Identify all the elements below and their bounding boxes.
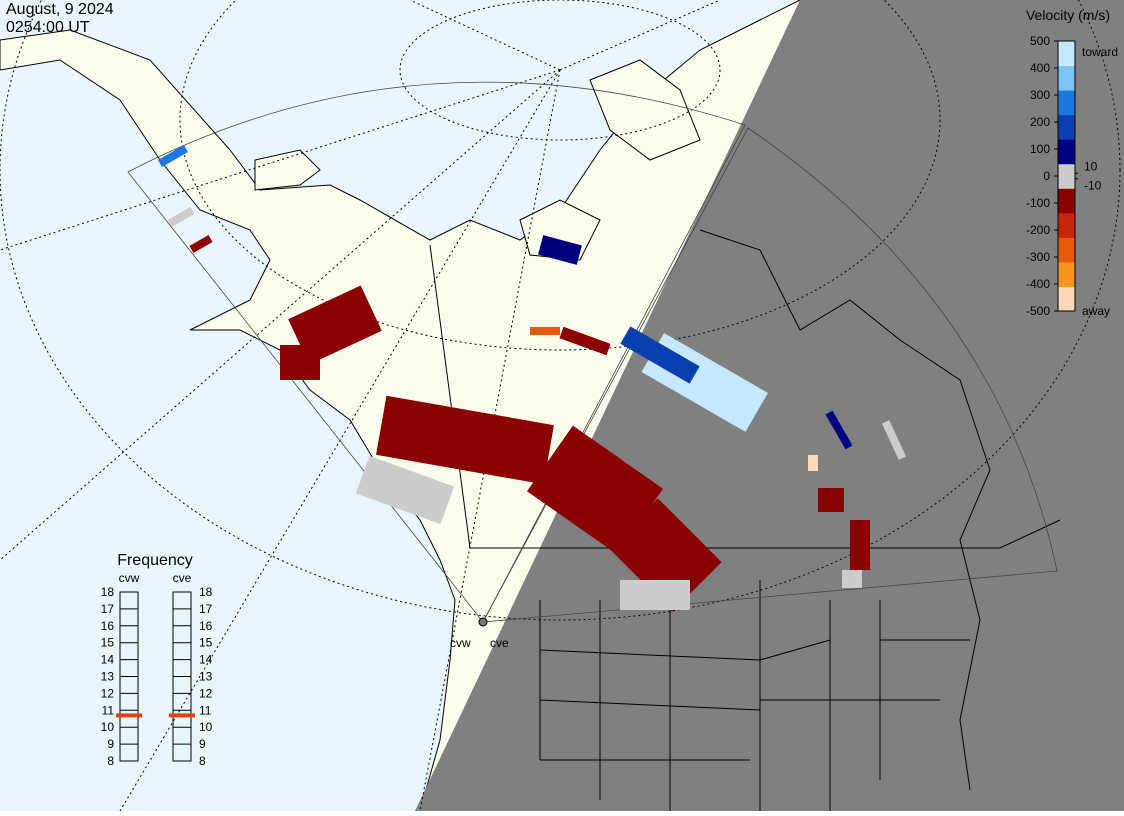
frequency-tick-label: 15 <box>101 636 115 650</box>
colorbar-segment <box>1058 261 1075 287</box>
colorbar-segment <box>1058 139 1075 165</box>
colorbar-segment <box>1058 41 1075 67</box>
frequency-tick-label: 18 <box>101 585 115 599</box>
frequency-tick-label: 11 <box>199 703 212 717</box>
frequency-tick-label: 11 <box>102 703 115 717</box>
frequency-tick-label: 10 <box>199 720 213 734</box>
colorbar-tick-label: -200 <box>1026 223 1050 237</box>
colorbar-segment <box>1058 212 1075 238</box>
colorbar-tick-label: -100 <box>1026 196 1050 210</box>
radar-name: cve <box>173 571 192 585</box>
colorbar-tick-label: 10 <box>1084 159 1098 173</box>
date: August, 9 2024 <box>6 1 114 18</box>
colorbar-tick-label: 0 <box>1043 169 1050 183</box>
frequency-tick-label: 15 <box>199 636 213 650</box>
frequency-tick-label: 12 <box>101 686 115 700</box>
colorbar-tick-label: -10 <box>1084 179 1102 193</box>
colorbar-tick-label: 100 <box>1030 142 1050 156</box>
frequency-tick-label: 9 <box>199 737 206 751</box>
colorbar-segment <box>1058 188 1075 214</box>
frequency-panel: cvw 8 9 10 11 12 13 14 15 16 17 18 cve 8 9 10 11 12 13 14 15… <box>101 571 213 768</box>
colorbar-tick-label: -400 <box>1026 277 1050 291</box>
colorbar-title: Velocity (m/s) <box>1026 7 1110 23</box>
frequency-tick-label: 14 <box>199 653 213 667</box>
frequency-tick-label: 16 <box>199 619 213 633</box>
islands <box>254 59 701 261</box>
time: 0254:00 UT <box>6 19 90 36</box>
station-label: cvw <box>450 636 471 650</box>
colorbar-segment <box>1058 286 1075 312</box>
colorbar-segment <box>1058 65 1075 91</box>
colorbar-tick-label: 400 <box>1030 61 1050 75</box>
colorbar-tick-label: 500 <box>1030 34 1050 48</box>
colorbar-tick-label: -300 <box>1026 250 1050 264</box>
frequency-tick-label: 18 <box>199 585 213 599</box>
colorbar-tick-label: 300 <box>1030 88 1050 102</box>
frequency-tick-label: 13 <box>101 670 115 684</box>
frequency-tick-label: 13 <box>199 670 213 684</box>
radar-name: cvw <box>119 571 140 585</box>
frequency-tick-label: 14 <box>101 653 115 667</box>
velocity-cells <box>158 145 907 612</box>
frequency-tick-label: 9 <box>107 737 114 751</box>
frequency-tick-label: 8 <box>107 754 114 768</box>
colorbar-segment <box>1058 163 1075 189</box>
colorbar-tick-label: -500 <box>1026 304 1050 318</box>
colorbar-segment <box>1058 237 1075 263</box>
station-label: cve <box>490 636 509 650</box>
radar-fields-of-view <box>127 81 1058 623</box>
frequency-tick-label: 16 <box>101 619 115 633</box>
frequency-tick-label: 17 <box>199 602 213 616</box>
frequency-title: Frequency <box>117 552 193 569</box>
colorbar-segment <box>1058 114 1075 140</box>
colorbar-end-label: toward <box>1082 45 1118 59</box>
colorbar-segment <box>1058 90 1075 116</box>
frequency-tick-label: 17 <box>101 602 115 616</box>
frequency-tick-label: 12 <box>199 686 213 700</box>
frequency-tick-label: 10 <box>101 720 115 734</box>
radar-site <box>478 617 488 627</box>
night-region <box>415 0 1124 811</box>
frequency-tick-label: 8 <box>199 754 206 768</box>
colorbar: 500 400 300 200 100 0 -100 -200 -300 -400 -500 10 -1… <box>1026 34 1118 318</box>
colorbar-end-label: away <box>1082 304 1110 318</box>
colorbar-tick-label: 200 <box>1030 115 1050 129</box>
